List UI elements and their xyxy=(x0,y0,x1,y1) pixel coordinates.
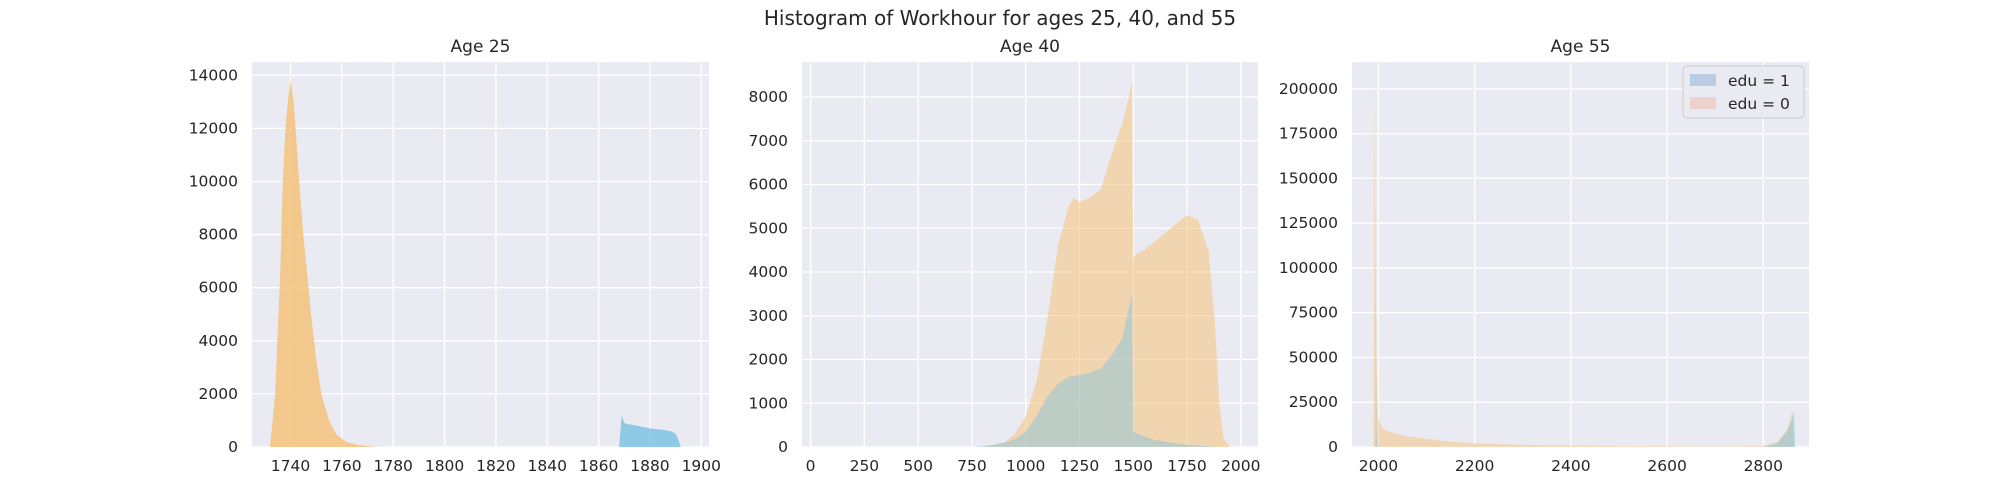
y-tick-label: 0 xyxy=(1328,438,1338,456)
x-tick-label: 0 xyxy=(806,457,816,475)
y-tick-label: 2000 xyxy=(199,385,238,403)
y-tick-label: 125000 xyxy=(1279,214,1338,232)
x-tick-label: 2400 xyxy=(1551,457,1590,475)
x-tick-label: 2800 xyxy=(1744,457,1783,475)
x-tick-label: 1760 xyxy=(322,457,361,475)
x-tick-label: 1800 xyxy=(425,457,464,475)
y-tick-label: 10000 xyxy=(189,172,238,190)
y-tick-label: 1000 xyxy=(749,394,788,412)
x-tick-label: 1860 xyxy=(579,457,618,475)
y-tick-label: 0 xyxy=(778,438,788,456)
x-tick-label: 2000 xyxy=(1359,457,1398,475)
y-tick-label: 8000 xyxy=(199,226,238,244)
legend-label-edu0: edu = 0 xyxy=(1728,95,1790,113)
histogram-series-edu-1 xyxy=(619,415,681,447)
x-tick-label: 250 xyxy=(850,457,880,475)
x-tick-label: 1840 xyxy=(528,457,567,475)
histogram-series-edu-0 xyxy=(982,79,1230,447)
y-tick-label: 14000 xyxy=(189,66,238,84)
x-tick-label: 1500 xyxy=(1114,457,1153,475)
y-tick-label: 6000 xyxy=(749,176,788,194)
x-tick-label: 500 xyxy=(903,457,933,475)
x-tick-label: 1250 xyxy=(1060,457,1099,475)
legend-label-edu1: edu = 1 xyxy=(1728,72,1790,90)
x-tick-label: 2600 xyxy=(1647,457,1686,475)
x-tick-label: 2000 xyxy=(1221,457,1260,475)
y-tick-label: 0 xyxy=(228,438,238,456)
legend-swatch-edu0 xyxy=(1690,97,1716,109)
x-tick-label: 2200 xyxy=(1455,457,1494,475)
y-tick-label: 5000 xyxy=(749,219,788,237)
x-tick-label: 1750 xyxy=(1167,457,1206,475)
legend: edu = 1 edu = 0 xyxy=(1682,65,1805,119)
legend-swatch-edu1 xyxy=(1690,74,1716,86)
y-tick-label: 3000 xyxy=(749,307,788,325)
plot-area xyxy=(252,62,709,447)
x-tick-label: 1000 xyxy=(1006,457,1045,475)
x-tick-label: 1780 xyxy=(373,457,412,475)
panel-title: Age 40 xyxy=(1000,37,1060,57)
histogram-series-edu-1 xyxy=(971,293,1220,447)
y-tick-label: 12000 xyxy=(189,119,238,137)
x-tick-label: 1820 xyxy=(476,457,515,475)
panel-age-40: 0 250 500 750 1000 1250 1500 1750 2000 0 1000 2000 3… xyxy=(749,37,1261,475)
y-tick-label: 175000 xyxy=(1279,125,1338,143)
plot-area xyxy=(1352,62,1809,447)
x-tick-label: 1740 xyxy=(271,457,310,475)
x-tick-label: 1880 xyxy=(630,457,669,475)
y-tick-label: 8000 xyxy=(749,88,788,106)
panel-title: Age 25 xyxy=(451,37,511,57)
histogram-series-edu-0 xyxy=(270,80,381,447)
y-tick-label: 7000 xyxy=(749,132,788,150)
panel-age-25: 1740 1760 1780 1800 1820 1840 1860 1880 1900 0 200… xyxy=(189,37,721,475)
x-tick-label: 1900 xyxy=(682,457,721,475)
y-tick-label: 200000 xyxy=(1279,80,1338,98)
panel-title: Age 55 xyxy=(1551,37,1611,57)
y-tick-label: 150000 xyxy=(1279,169,1338,187)
y-tick-label: 100000 xyxy=(1279,259,1338,277)
y-tick-label: 4000 xyxy=(749,263,788,281)
y-tick-label: 75000 xyxy=(1289,304,1338,322)
y-tick-label: 6000 xyxy=(199,279,238,297)
y-tick-label: 50000 xyxy=(1289,348,1338,366)
figure-title: Histogram of Workhour for ages 25, 40, a… xyxy=(764,6,1236,30)
y-tick-label: 25000 xyxy=(1289,393,1338,411)
panel-age-55: 2000 2200 2400 2600 2800 0 25000 50000 75000 1000… xyxy=(1279,37,1809,475)
y-tick-label: 2000 xyxy=(749,351,788,369)
y-tick-label: 4000 xyxy=(199,332,238,350)
x-tick-label: 750 xyxy=(957,457,987,475)
